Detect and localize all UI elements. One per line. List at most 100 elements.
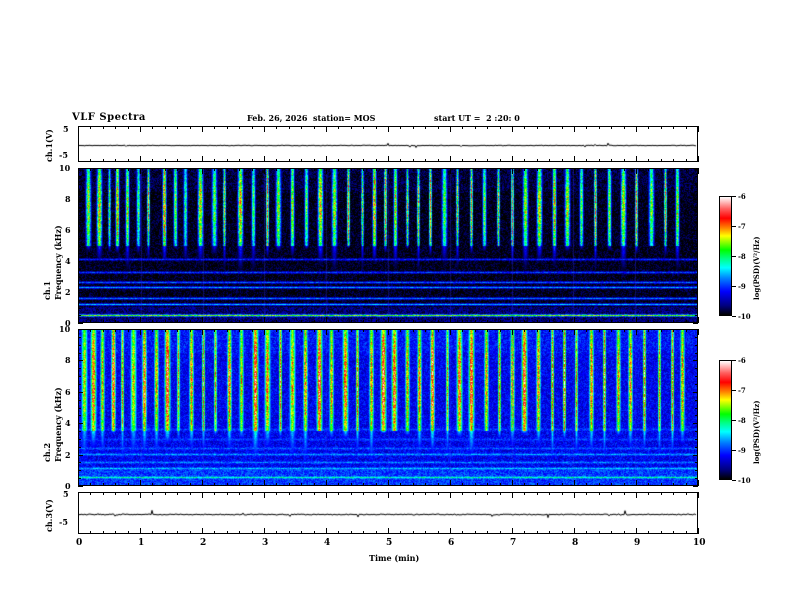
tick-mark [326, 168, 327, 174]
colorbar-ch1 [719, 196, 732, 316]
tick-mark [227, 126, 228, 129]
tick-mark [177, 492, 178, 495]
x-axis-label: Time (min) [369, 553, 420, 563]
tick-mark [438, 320, 439, 323]
tick-mark [695, 400, 698, 401]
tick-mark [599, 320, 600, 323]
tick-mark [264, 168, 265, 171]
tick-mark [574, 329, 575, 335]
tick-mark [152, 320, 153, 323]
tick-label: 1 [138, 538, 145, 548]
tick-label: 6 [448, 538, 455, 548]
tick-mark [202, 159, 203, 162]
tick-mark [264, 159, 265, 162]
tick-mark [487, 126, 488, 129]
tick-mark [252, 492, 253, 495]
tick-mark [599, 159, 600, 162]
tick-mark [537, 168, 538, 171]
figure-date: Feb. 26, 2026 [247, 113, 308, 123]
ch2-spec-ylabel-sub: ch.2 [42, 442, 52, 462]
tick-mark [512, 168, 513, 171]
tick-mark [314, 126, 315, 129]
tick-label: 8 [65, 355, 71, 365]
tick-mark [227, 531, 228, 534]
tick-mark [636, 159, 637, 162]
colorbar-tick-label: -7 [738, 386, 746, 395]
tick-mark [363, 483, 364, 486]
tick-mark [425, 329, 426, 332]
colorbar-tick [732, 450, 736, 451]
tick-mark [487, 329, 488, 332]
tick-mark [351, 168, 352, 171]
tick-mark [413, 126, 414, 129]
tick-mark [177, 531, 178, 534]
tick-label: 5 [386, 538, 393, 548]
tick-mark [152, 159, 153, 162]
tick-mark [289, 483, 290, 486]
tick-mark [450, 126, 451, 129]
tick-mark [512, 329, 513, 335]
tick-label: 4 [65, 418, 71, 428]
tick-mark [450, 168, 451, 174]
tick-mark [636, 483, 637, 486]
tick-mark [438, 531, 439, 534]
tick-mark [400, 126, 401, 129]
tick-mark [574, 126, 575, 129]
tick-mark [413, 483, 414, 486]
tick-mark [264, 492, 265, 495]
tick-mark [78, 253, 81, 254]
tick-mark [351, 531, 352, 534]
colorbar-tick [732, 226, 736, 227]
tick-mark [695, 207, 698, 208]
tick-mark [695, 323, 698, 324]
tick-mark [239, 320, 240, 323]
tick-mark [338, 126, 339, 129]
tick-mark [128, 483, 129, 486]
tick-mark [673, 159, 674, 162]
tick-mark [190, 531, 191, 534]
tick-mark [450, 531, 451, 534]
tick-mark [413, 531, 414, 534]
tick-mark [140, 126, 141, 129]
tick-mark [314, 168, 315, 171]
tick-label: 0 [65, 318, 71, 328]
tick-mark [78, 447, 81, 448]
tick-mark [78, 184, 81, 185]
tick-mark [239, 329, 240, 332]
tick-mark [103, 168, 104, 171]
tick-mark [326, 320, 327, 323]
tick-mark [487, 483, 488, 486]
tick-mark [276, 159, 277, 162]
tick-mark [239, 126, 240, 129]
tick-mark [276, 483, 277, 486]
colorbar-tick [732, 316, 736, 317]
tick-mark [438, 329, 439, 332]
tick-mark [698, 329, 699, 335]
tick-mark [363, 531, 364, 534]
tick-mark [326, 531, 327, 534]
tick-mark [78, 308, 81, 309]
tick-mark [90, 320, 91, 323]
tick-mark [128, 329, 129, 332]
tick-mark [78, 408, 81, 409]
colorbar-tick-label: -8 [738, 416, 746, 425]
tick-mark [695, 329, 698, 330]
tick-mark [376, 159, 377, 162]
tick-mark [636, 126, 637, 129]
tick-mark [326, 483, 327, 486]
tick-mark [190, 159, 191, 162]
tick-mark [90, 531, 91, 534]
tick-mark [338, 483, 339, 486]
tick-mark [78, 315, 81, 316]
tick-mark [351, 159, 352, 162]
tick-mark [475, 320, 476, 323]
tick-mark [264, 320, 265, 323]
tick-mark [264, 492, 265, 498]
tick-mark [338, 168, 339, 171]
tick-mark [611, 168, 612, 171]
tick-mark [338, 531, 339, 534]
tick-mark [425, 483, 426, 486]
tick-mark [599, 126, 600, 129]
tick-mark [388, 329, 389, 335]
tick-mark [165, 159, 166, 162]
